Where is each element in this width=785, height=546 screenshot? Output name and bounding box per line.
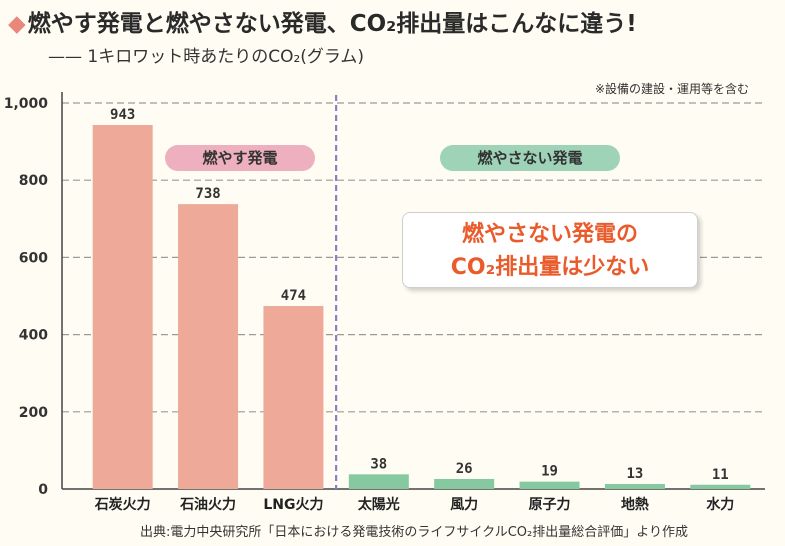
callout-box: 燃やさない発電の CO₂排出量は少ない	[402, 212, 698, 288]
bar	[690, 484, 751, 489]
bar-value-label: 13	[627, 466, 644, 482]
category-label: 水力	[706, 496, 734, 513]
y-tick-label: 400	[19, 328, 48, 344]
bar	[178, 204, 239, 489]
category-label: 風力	[450, 496, 478, 513]
y-tick-label: 600	[19, 250, 48, 266]
category-label: 石油火力	[179, 496, 236, 513]
category-label: 原子力	[529, 496, 571, 513]
noburn-group-label: 燃やさない発電	[440, 145, 620, 171]
bar-value-label: 11	[712, 467, 729, 483]
chart-subtitle: —— 1キロワット時あたりのCO₂(グラム)	[48, 47, 365, 67]
bar	[434, 478, 495, 489]
bar	[263, 306, 324, 489]
diamond-icon: ◆	[8, 11, 26, 37]
bar	[604, 483, 665, 489]
bar-value-label: 474	[281, 288, 306, 304]
bar-value-label: 943	[110, 107, 135, 123]
bar-value-label: 738	[195, 186, 220, 202]
category-label: 地熱	[621, 496, 649, 513]
callout-line-2: CO₂排出量は少ない	[450, 255, 650, 280]
bar	[348, 474, 409, 489]
chart-title: ◆燃やす発電と燃やさない発電、CO₂排出量はこんなに違う!	[8, 4, 637, 38]
y-tick-label: 800	[19, 173, 48, 189]
y-tick-label: 0	[38, 482, 48, 498]
source-note: 出典:電力中央研究所「日本における発電技術のライフサイクルCO₂排出量総合評価」…	[140, 525, 688, 540]
y-tick-label: 200	[19, 405, 48, 421]
category-label: 石炭火力	[94, 496, 151, 513]
bar-value-label: 19	[541, 464, 558, 480]
bar	[519, 481, 580, 489]
chart-title-text: 燃やす発電と燃やさない発電、CO₂排出量はこんなに違う!	[27, 11, 637, 37]
chart-note: ※設備の建設・運用等を含む	[594, 82, 749, 96]
bar-value-label: 38	[370, 456, 387, 472]
category-label: LNG火力	[263, 496, 323, 513]
category-label: 太陽光	[358, 496, 400, 513]
y-tick-label: 1,000	[4, 96, 49, 112]
bar-value-label: 26	[456, 461, 473, 477]
callout-line-1: 燃やさない発電の	[461, 222, 638, 247]
burn-group-label: 燃やす発電	[165, 145, 315, 171]
bar	[92, 125, 153, 489]
